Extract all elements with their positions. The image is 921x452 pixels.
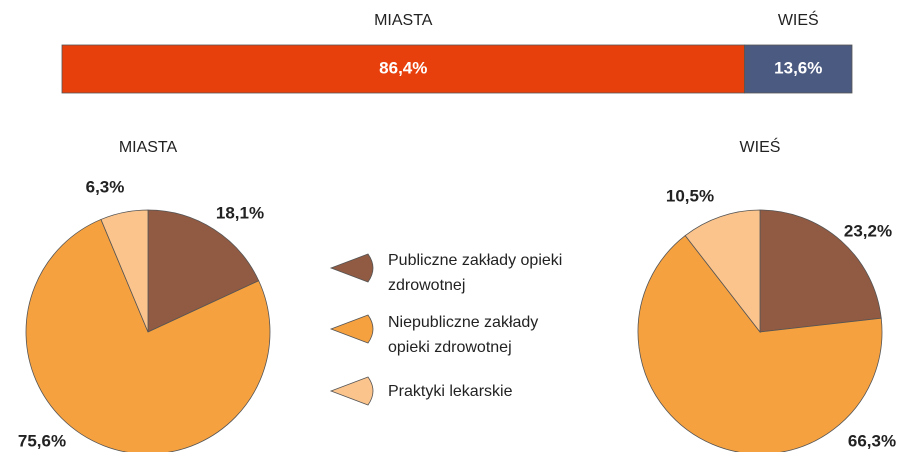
category-label: MIASTA [374, 12, 433, 29]
legend-icon [329, 314, 374, 344]
pie-slice [100, 209, 149, 333]
pie-title: MIASTA [119, 139, 178, 156]
pie-slice [684, 209, 761, 334]
bar-segment [61, 44, 745, 94]
legend-label: Niepubliczne zakłady opieki zdrowotnej [388, 314, 539, 356]
legend-icon [329, 376, 374, 406]
legend-icon [329, 253, 374, 283]
pie-slice [147, 209, 260, 333]
value-label: 13,6% [774, 58, 822, 77]
category-label: WIEŚ [778, 10, 819, 29]
value-label: 75,6% [18, 431, 66, 450]
pie-slice [759, 209, 882, 333]
value-label: 10,5% [666, 186, 714, 205]
legend-label: Publiczne zakłady opieki zdrowotnej [388, 252, 563, 294]
value-label: 23,2% [844, 221, 892, 240]
legend-label: Praktyki lekarskie [388, 383, 513, 400]
pie-slice [25, 218, 271, 452]
pie-title: WIEŚ [740, 137, 781, 156]
value-label: 18,1% [216, 203, 264, 222]
value-label: 86,4% [379, 58, 427, 77]
bar-segment [744, 44, 853, 94]
value-label: 66,3% [848, 431, 896, 450]
pie-slice [637, 235, 883, 452]
value-label: 6,3% [86, 177, 125, 196]
